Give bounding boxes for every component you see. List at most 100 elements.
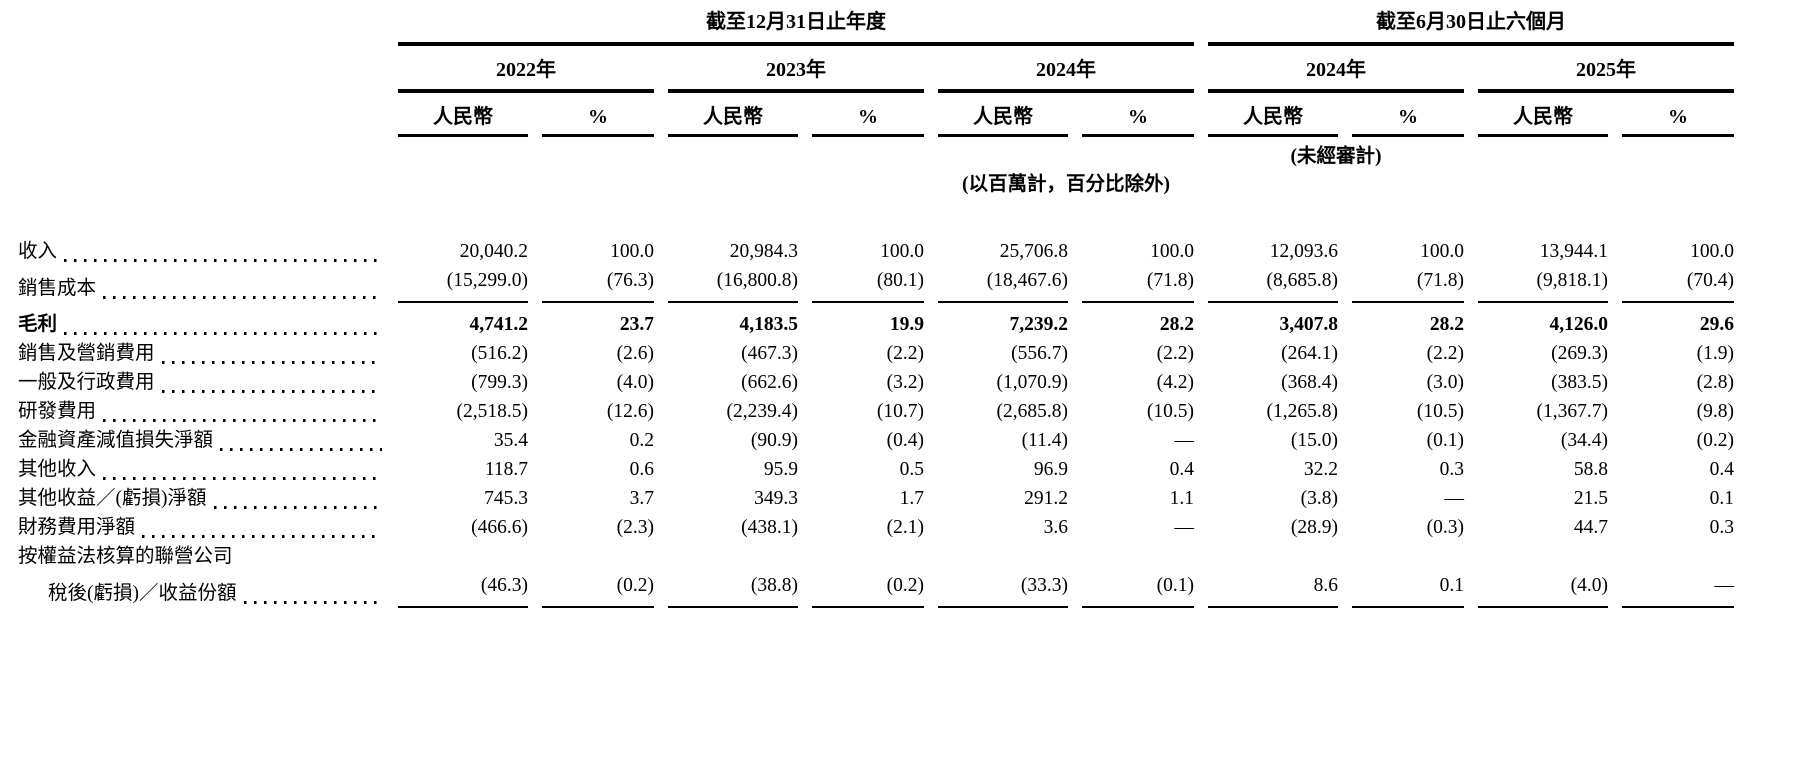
cell-value: 349.3: [754, 488, 798, 509]
row-label: 一般及行政費用: [18, 372, 155, 393]
row-label: 金融資產減值損失淨額: [18, 430, 214, 451]
year-header-2024: 2024年: [938, 46, 1194, 93]
cell-value: 19.9: [889, 314, 924, 335]
row-label: 稅後(虧損)／收益份額: [48, 583, 237, 604]
cell-value: (516.2): [471, 343, 528, 364]
cell-value: 7,239.2: [1009, 314, 1069, 335]
table-row-rd-expenses: 研發費用 (2,518.5) (12.6) (2,239.4) (10.7) (…: [18, 397, 1734, 426]
cell-value: (3.8): [1300, 488, 1338, 509]
cell-value: (0.2): [542, 571, 654, 608]
cell-value: —: [1174, 517, 1195, 538]
year-header-row: 2022年 2023年 2024年 2024年 2025年: [18, 46, 1734, 93]
cell-value: (0.2): [1696, 430, 1734, 451]
dot-leader: [103, 477, 382, 480]
cell-value: (38.8): [668, 571, 798, 608]
cell-value: 118.7: [484, 459, 528, 480]
cell-value: (10.5): [1146, 401, 1194, 422]
cell-value: (2.2): [886, 343, 924, 364]
table-row-revenue: 收入 20,040.2 100.0 20,984.3 100.0 25,706.…: [18, 223, 1734, 266]
table-row-share-of-associates-caption: 按權益法核算的聯營公司: [18, 542, 1734, 571]
cell-value: 35.4: [493, 430, 528, 451]
cell-value: 8.6: [1208, 571, 1338, 608]
cell-value: 28.2: [1159, 314, 1194, 335]
cell-value: —: [1444, 488, 1465, 509]
cell-value: 100.0: [610, 241, 654, 262]
cell-value: (9,818.1): [1478, 266, 1608, 303]
row-label: 按權益法核算的聯營公司: [18, 546, 233, 567]
cell-value: (2.2): [1426, 343, 1464, 364]
cell-value: 100.0: [880, 241, 924, 262]
financial-summary-table: 截至12月31日止年度 截至6月30日止六個月 2022年 2023年 2024…: [4, 10, 1748, 608]
row-label: 財務費用淨額: [18, 517, 136, 538]
cell-value: 745.3: [484, 488, 528, 509]
cell-value: 3.6: [1043, 517, 1068, 538]
cell-value: 95.9: [763, 459, 798, 480]
cell-value: (556.7): [1011, 343, 1068, 364]
year-header-2025-interim: 2025年: [1478, 46, 1734, 93]
cell-value: (2.8): [1696, 372, 1734, 393]
cell-value: (662.6): [741, 372, 798, 393]
table-row-share-of-associates-values: 稅後(虧損)／收益份額 (46.3) (0.2) (38.8) (0.2) (3…: [18, 571, 1734, 608]
cell-value: —: [1622, 571, 1734, 608]
cell-value: (33.3): [938, 571, 1068, 608]
cell-value: (2,685.8): [996, 401, 1069, 422]
row-label: 其他收益／(虧損)淨額: [18, 488, 207, 509]
cell-value: 0.4: [1169, 459, 1194, 480]
cell-value: 3.7: [629, 488, 654, 509]
dot-leader: [64, 259, 382, 262]
cell-value: (799.3): [471, 372, 528, 393]
cell-value: (2.2): [1156, 343, 1194, 364]
cell-value: (4.0): [616, 372, 654, 393]
cell-value: 0.3: [1709, 517, 1734, 538]
row-label: 毛利: [18, 314, 58, 335]
dot-leader: [161, 361, 382, 364]
table-row-net-finance-costs: 財務費用淨額 (466.6) (2.3) (438.1) (2.1) 3.6 —…: [18, 513, 1734, 542]
percent-header: %: [1352, 93, 1464, 137]
cell-value: 0.5: [899, 459, 924, 480]
cell-value: (269.3): [1551, 343, 1608, 364]
cell-value: (264.1): [1281, 343, 1338, 364]
cell-value: (467.3): [741, 343, 798, 364]
percent-header: %: [1082, 93, 1194, 137]
period-group-interim: 截至6月30日止六個月: [1208, 10, 1734, 46]
dot-leader: [243, 601, 382, 604]
cell-value: (34.4): [1560, 430, 1608, 451]
cell-value: (2,518.5): [456, 401, 529, 422]
cell-value: 32.2: [1303, 459, 1338, 480]
table-row-other-income: 其他收入 118.7 0.6 95.9 0.5 96.9 0.4 32.2 0.…: [18, 455, 1734, 484]
table-row-cost-of-sales: 銷售成本 (15,299.0) (76.3) (16,800.8) (80.1)…: [18, 266, 1734, 303]
cell-value: (1,070.9): [996, 372, 1069, 393]
cell-value: 0.4: [1709, 459, 1734, 480]
dot-leader: [213, 506, 382, 509]
cell-value: 3,407.8: [1279, 314, 1339, 335]
cell-value: (2.3): [616, 517, 654, 538]
cell-value: (0.2): [812, 571, 924, 608]
cell-value: (368.4): [1281, 372, 1338, 393]
cell-value: 29.6: [1699, 314, 1734, 335]
dot-leader: [161, 390, 382, 393]
year-header-2023: 2023年: [668, 46, 924, 93]
percent-header: %: [812, 93, 924, 137]
cell-value: (90.9): [750, 430, 798, 451]
table-row-selling-expenses: 銷售及營銷費用 (516.2) (2.6) (467.3) (2.2) (556…: [18, 339, 1734, 368]
row-label: 銷售成本: [18, 278, 97, 299]
cell-value: (2.6): [616, 343, 654, 364]
period-group-header-row: 截至12月31日止年度 截至6月30日止六個月: [18, 10, 1734, 46]
cell-value: (16,800.8): [668, 266, 798, 303]
cell-value: (1,367.7): [1536, 401, 1609, 422]
unaudited-note: (未經審計): [1290, 146, 1382, 167]
cell-value: 100.0: [1690, 241, 1734, 262]
cell-value: 291.2: [1024, 488, 1068, 509]
cell-value: 0.3: [1439, 459, 1464, 480]
cell-value: 4,126.0: [1549, 314, 1609, 335]
cell-value: 44.7: [1573, 517, 1608, 538]
units-note-row: (以百萬計，百分比除外): [18, 169, 1734, 223]
cell-value: 20,984.3: [729, 241, 798, 262]
cell-value: (71.8): [1082, 266, 1194, 303]
cell-value: (0.1): [1082, 571, 1194, 608]
subcolumn-header-row: 人民幣 % 人民幣 % 人民幣 % 人民幣 % 人民幣 %: [18, 93, 1734, 137]
table-row-admin-expenses: 一般及行政費用 (799.3) (4.0) (662.6) (3.2) (1,0…: [18, 368, 1734, 397]
units-note: (以百萬計，百分比除外): [962, 174, 1170, 195]
cell-value: (8,685.8): [1208, 266, 1338, 303]
cell-value: (466.6): [471, 517, 528, 538]
